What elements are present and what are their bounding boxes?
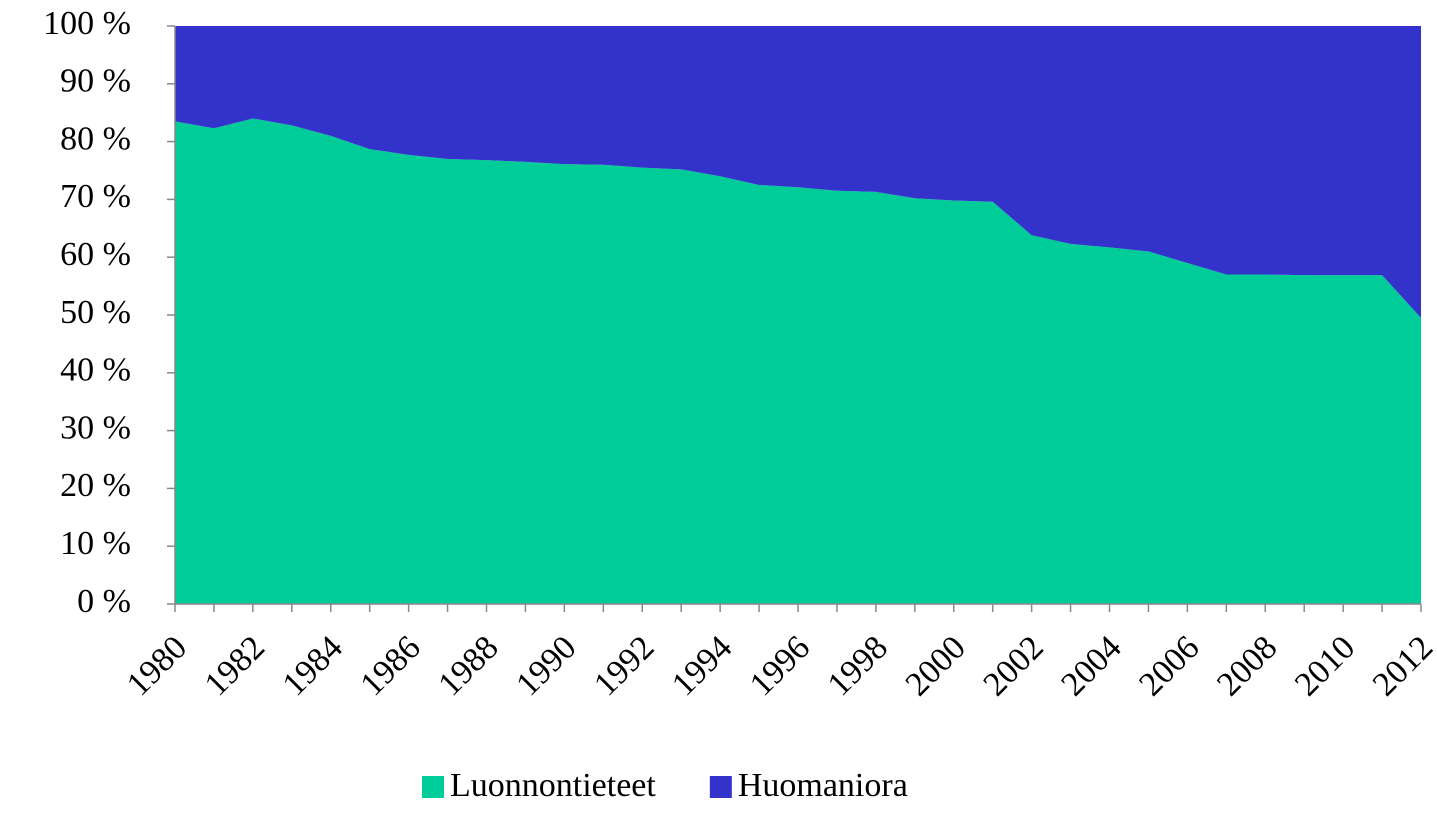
x-tick-label: 1984 bbox=[276, 629, 350, 703]
x-tick-label: 2000 bbox=[899, 629, 973, 703]
y-tick-label: 80 % bbox=[60, 120, 131, 157]
y-tick-label: 10 % bbox=[60, 525, 131, 562]
legend-label: Luonnontieteet bbox=[450, 767, 656, 804]
y-tick-label: 40 % bbox=[60, 352, 131, 389]
legend-swatch bbox=[710, 776, 732, 798]
x-tick-label: 2002 bbox=[977, 629, 1051, 703]
x-tick-label: 1988 bbox=[431, 629, 505, 703]
legend-label: Huomaniora bbox=[738, 767, 908, 804]
x-tick-label: 2012 bbox=[1366, 629, 1437, 703]
x-tick-label: 1992 bbox=[587, 629, 661, 703]
x-tick-label: 1986 bbox=[354, 629, 428, 703]
y-tick-label: 90 % bbox=[60, 63, 131, 100]
y-tick-label: 0 % bbox=[77, 583, 131, 620]
y-tick-label: 100 % bbox=[43, 5, 131, 42]
y-tick-label: 70 % bbox=[60, 178, 131, 215]
x-tick-label: 1982 bbox=[198, 629, 272, 703]
chart: 0 % 10 % 20 % 30 % 40 % 50 % 60 % 70 % 80 % 90 % 1… bbox=[0, 0, 1437, 809]
legend-swatch bbox=[422, 776, 444, 798]
x-tick-label: 2004 bbox=[1054, 629, 1128, 703]
x-tick-label: 1980 bbox=[120, 629, 194, 703]
x-tick-label: 2010 bbox=[1288, 629, 1362, 703]
x-tick-label: 1990 bbox=[509, 629, 583, 703]
y-tick-label: 60 % bbox=[60, 236, 131, 273]
x-tick-label: 2008 bbox=[1210, 629, 1284, 703]
y-tick-label: 20 % bbox=[60, 467, 131, 504]
y-tick-label: 30 % bbox=[60, 409, 131, 446]
x-tick-label: 1994 bbox=[665, 629, 739, 703]
x-tick-label: 1996 bbox=[743, 629, 817, 703]
x-tick-label: 1998 bbox=[821, 629, 895, 703]
x-tick-label: 2006 bbox=[1132, 629, 1206, 703]
y-tick-label: 50 % bbox=[60, 294, 131, 331]
